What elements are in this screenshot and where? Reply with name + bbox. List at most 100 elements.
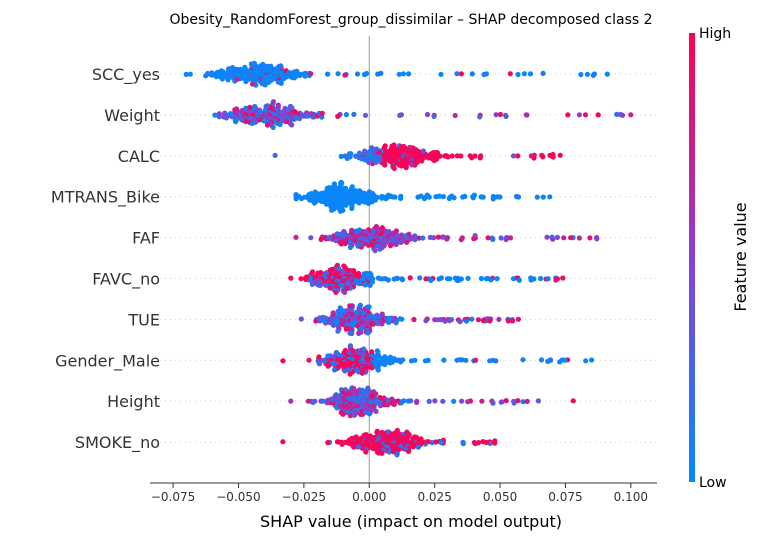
shap-point (604, 71, 610, 77)
shap-point (407, 144, 413, 150)
shap-point (376, 157, 382, 163)
shap-point (458, 71, 464, 77)
shap-point (243, 78, 249, 85)
shap-point (392, 194, 398, 200)
shap-point (353, 434, 359, 440)
shap-point (345, 189, 351, 195)
shap-point (212, 112, 218, 118)
shap-point (394, 452, 400, 458)
shap-point (358, 244, 364, 250)
shap-point (352, 237, 358, 243)
shap-point (406, 71, 412, 77)
shap-point (308, 191, 314, 197)
shap-point (275, 102, 281, 108)
shap-point (325, 397, 331, 403)
shap-point (306, 357, 312, 363)
shap-point (424, 192, 430, 198)
shap-point (534, 194, 540, 200)
feature-label: SCC_yes (92, 65, 160, 85)
shap-point (483, 439, 489, 445)
shap-point (249, 81, 256, 87)
shap-point (487, 318, 493, 324)
shap-point (373, 408, 379, 414)
shap-point (503, 398, 509, 404)
shap-point (480, 194, 486, 200)
shap-point (363, 157, 369, 163)
shap-point (497, 111, 503, 118)
shap-point (365, 364, 371, 370)
shap-point (404, 159, 410, 166)
shap-point (437, 153, 443, 159)
shap-point (492, 438, 498, 444)
shap-point (256, 64, 262, 70)
shap-point (330, 322, 337, 328)
shap-point (347, 303, 353, 309)
shap-point (357, 302, 363, 308)
shap-point (431, 157, 437, 164)
shap-point (340, 269, 346, 275)
shap-point (366, 411, 373, 417)
shap-point (400, 434, 406, 440)
shap-point (528, 153, 534, 159)
shap-point (361, 432, 367, 438)
shap-point (312, 274, 318, 280)
shap-point (460, 194, 466, 200)
shap-point (391, 142, 397, 148)
shap-point (578, 71, 584, 78)
shap-point (318, 270, 324, 276)
shap-point (283, 118, 290, 125)
shap-point (447, 318, 453, 324)
shap-point (325, 363, 331, 369)
shap-point (293, 192, 299, 198)
shap-point (324, 185, 330, 191)
shap-point (440, 194, 446, 200)
shap-point (515, 153, 521, 159)
dots-layer (183, 60, 634, 458)
shap-point (227, 111, 233, 117)
shap-point (336, 205, 342, 211)
shap-point (352, 188, 358, 194)
shap-point (364, 304, 371, 310)
shap-point (298, 316, 304, 322)
shap-point (396, 357, 402, 363)
shap-point (590, 72, 596, 78)
shap-point (362, 409, 368, 415)
shap-point (301, 71, 307, 77)
shap-point (582, 112, 589, 118)
shap-point (403, 165, 409, 171)
shap-point (449, 153, 455, 159)
feature-label: Weight (104, 106, 160, 125)
shap-point (379, 450, 385, 456)
shap-point (248, 61, 254, 67)
shap-point (472, 233, 478, 239)
shap-point (451, 195, 457, 201)
shap-point (424, 111, 431, 118)
shap-point (469, 71, 475, 77)
shap-point (310, 399, 316, 405)
shap-point (417, 275, 423, 281)
shap-point (384, 148, 390, 155)
shap-point (430, 150, 437, 156)
shap-point (376, 400, 382, 406)
shap-point (328, 204, 334, 210)
shap-point (503, 236, 509, 243)
shap-point (356, 387, 363, 393)
shap-point (381, 395, 387, 401)
shap-point (349, 184, 355, 190)
shap-point (350, 348, 356, 354)
shap-point (255, 77, 261, 83)
shap-point (524, 112, 530, 118)
shap-point (350, 200, 356, 206)
shap-point (507, 235, 514, 241)
shap-point (332, 184, 338, 190)
shap-point (353, 309, 359, 316)
shap-point (435, 234, 441, 240)
shap-point (490, 196, 496, 202)
feature-labels: SCC_yes Weight CALC MTRANS_Bike FAF FAVC_no TU… (51, 65, 160, 453)
shap-point (411, 316, 417, 323)
shap-point (390, 241, 396, 247)
shap-point (359, 370, 365, 376)
shap-point (243, 105, 249, 111)
shap-point (407, 275, 413, 281)
shap-point (465, 399, 471, 405)
